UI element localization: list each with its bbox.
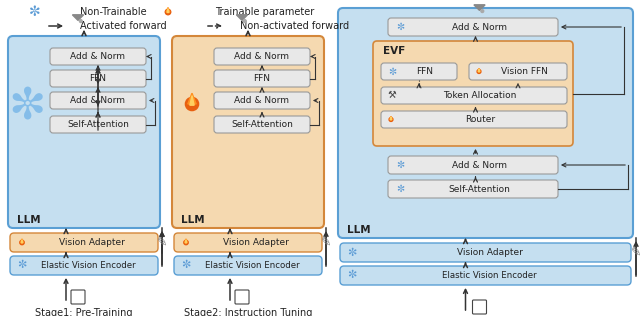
Text: Vision Adapter: Vision Adapter: [223, 238, 289, 247]
Text: Add & Norm: Add & Norm: [234, 96, 289, 105]
Polygon shape: [190, 96, 194, 105]
Text: ✎: ✎: [321, 236, 332, 249]
Text: FFN: FFN: [417, 67, 433, 76]
FancyBboxPatch shape: [50, 70, 146, 87]
Text: ✼: ✼: [396, 184, 404, 194]
Polygon shape: [21, 240, 23, 243]
Circle shape: [186, 97, 198, 111]
FancyBboxPatch shape: [388, 156, 558, 174]
Text: ✼: ✼: [388, 66, 396, 76]
FancyBboxPatch shape: [174, 256, 322, 275]
FancyBboxPatch shape: [50, 48, 146, 65]
Text: Add & Norm: Add & Norm: [70, 52, 125, 61]
Text: Self-Attention: Self-Attention: [448, 185, 510, 193]
Polygon shape: [478, 69, 479, 72]
FancyBboxPatch shape: [50, 116, 146, 133]
Text: LLM: LLM: [181, 215, 205, 225]
Circle shape: [20, 240, 24, 245]
Text: ✎: ✎: [631, 246, 640, 259]
Polygon shape: [167, 9, 169, 13]
Text: ✼: ✼: [29, 5, 41, 19]
Polygon shape: [236, 15, 248, 21]
Text: Add & Norm: Add & Norm: [451, 161, 506, 169]
FancyBboxPatch shape: [472, 300, 486, 314]
Text: Non-activated forward: Non-activated forward: [240, 21, 349, 31]
Text: Vision Adapter: Vision Adapter: [456, 248, 522, 257]
Text: Self-Attention: Self-Attention: [231, 120, 293, 129]
Text: Vision Adapter: Vision Adapter: [59, 238, 125, 247]
Polygon shape: [188, 93, 196, 104]
Text: Add & Norm: Add & Norm: [70, 96, 125, 105]
FancyBboxPatch shape: [340, 266, 631, 285]
Text: FFN: FFN: [253, 74, 271, 83]
Text: Stage1: Pre-Training: Stage1: Pre-Training: [35, 308, 132, 316]
Text: Elastic Vision Encoder: Elastic Vision Encoder: [442, 271, 537, 280]
Text: LLM: LLM: [347, 225, 371, 235]
Circle shape: [481, 10, 484, 13]
FancyBboxPatch shape: [214, 48, 310, 65]
FancyBboxPatch shape: [373, 41, 573, 146]
Polygon shape: [184, 239, 188, 242]
Text: EVF: EVF: [383, 46, 405, 56]
FancyBboxPatch shape: [10, 233, 158, 252]
Text: Stage2: Instruction Tuning: Stage2: Instruction Tuning: [184, 308, 312, 316]
FancyBboxPatch shape: [388, 180, 558, 198]
FancyBboxPatch shape: [381, 111, 567, 128]
FancyBboxPatch shape: [235, 290, 249, 304]
FancyBboxPatch shape: [8, 36, 160, 228]
Polygon shape: [478, 68, 480, 71]
FancyBboxPatch shape: [214, 92, 310, 109]
Text: Elastic Vision Encoder: Elastic Vision Encoder: [41, 261, 135, 270]
Polygon shape: [390, 117, 392, 120]
Circle shape: [79, 20, 82, 22]
Text: ✼: ✼: [348, 247, 356, 258]
FancyBboxPatch shape: [388, 18, 558, 36]
Text: ✎: ✎: [157, 236, 167, 249]
Text: Elastic Vision Encoder: Elastic Vision Encoder: [205, 261, 300, 270]
Text: ⚒: ⚒: [388, 90, 396, 100]
FancyBboxPatch shape: [174, 233, 322, 252]
FancyBboxPatch shape: [10, 256, 158, 275]
FancyBboxPatch shape: [50, 92, 146, 109]
Polygon shape: [390, 116, 392, 119]
Text: FFN: FFN: [90, 74, 106, 83]
Polygon shape: [72, 15, 84, 21]
Text: Add & Norm: Add & Norm: [234, 52, 289, 61]
Text: Activated forward: Activated forward: [80, 21, 166, 31]
Text: Router: Router: [465, 115, 495, 124]
FancyBboxPatch shape: [381, 63, 457, 80]
Text: ✼: ✼: [348, 270, 356, 281]
FancyBboxPatch shape: [214, 70, 310, 87]
Text: ✼: ✼: [396, 160, 404, 170]
FancyBboxPatch shape: [340, 243, 631, 262]
FancyBboxPatch shape: [338, 8, 633, 238]
Polygon shape: [166, 8, 170, 12]
Circle shape: [165, 9, 171, 15]
FancyBboxPatch shape: [381, 87, 567, 104]
Circle shape: [389, 118, 393, 121]
Text: Token Allocation: Token Allocation: [444, 91, 516, 100]
Text: Vision FFN: Vision FFN: [500, 67, 547, 76]
Text: Trainable parameter: Trainable parameter: [215, 7, 314, 17]
FancyBboxPatch shape: [214, 116, 310, 133]
Text: LLM: LLM: [17, 215, 40, 225]
Text: Add & Norm: Add & Norm: [451, 22, 506, 32]
Circle shape: [184, 240, 188, 245]
Polygon shape: [186, 240, 187, 243]
Text: ✼: ✼: [17, 260, 27, 270]
Text: ✼: ✼: [181, 260, 191, 270]
Text: ✼: ✼: [8, 84, 45, 127]
FancyBboxPatch shape: [71, 290, 85, 304]
Polygon shape: [20, 239, 24, 242]
FancyBboxPatch shape: [469, 63, 567, 80]
Text: ✼: ✼: [396, 22, 404, 32]
FancyBboxPatch shape: [172, 36, 324, 228]
Text: Non-Trainable: Non-Trainable: [80, 7, 147, 17]
Circle shape: [477, 70, 481, 73]
Polygon shape: [474, 5, 485, 10]
Circle shape: [243, 20, 246, 22]
Text: Self-Attention: Self-Attention: [67, 120, 129, 129]
